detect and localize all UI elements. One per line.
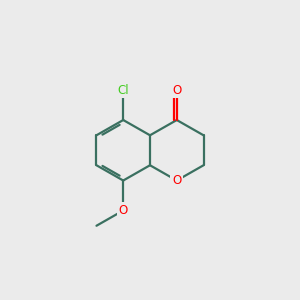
- Text: O: O: [118, 204, 128, 217]
- Text: O: O: [172, 174, 182, 187]
- Text: Cl: Cl: [117, 83, 129, 97]
- Text: O: O: [172, 83, 182, 97]
